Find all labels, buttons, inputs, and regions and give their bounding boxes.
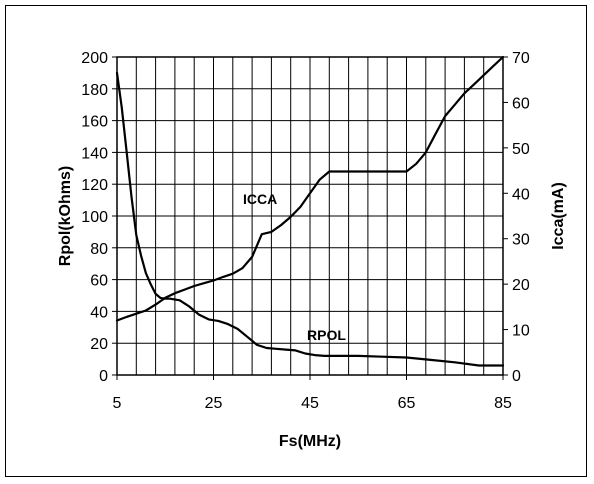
x-axis-title: Fs(MHz) bbox=[279, 433, 341, 450]
left-tick-label: 60 bbox=[90, 273, 108, 290]
right-tick-label: 50 bbox=[512, 141, 530, 158]
left-tick-label: 180 bbox=[81, 82, 108, 99]
right-tick-label: 60 bbox=[512, 95, 530, 112]
x-tick-label: 65 bbox=[398, 395, 416, 412]
x-tick-label: 25 bbox=[205, 395, 223, 412]
left-tick-label: 200 bbox=[81, 50, 108, 67]
left-tick-label: 0 bbox=[99, 368, 108, 385]
left-tick-label: 160 bbox=[81, 114, 108, 131]
left-axis-ticks: 0 20 40 60 80 100 120 140 160 180 200 bbox=[81, 50, 117, 385]
right-tick-label: 30 bbox=[512, 232, 530, 249]
right-tick-label: 70 bbox=[512, 50, 530, 67]
series-line-rpol bbox=[115, 71, 505, 367]
left-tick-label: 40 bbox=[90, 304, 108, 321]
grid-lines bbox=[117, 57, 503, 375]
right-axis-title: Icca(mA) bbox=[550, 182, 567, 250]
x-tick-label: 85 bbox=[494, 395, 512, 412]
right-tick-label: 20 bbox=[512, 277, 530, 294]
series-label-icca: ICCA bbox=[243, 191, 277, 207]
x-axis-ticks: 5 25 45 65 85 bbox=[113, 375, 512, 412]
series-line-icca bbox=[115, 55, 505, 322]
series-layer: ICCA RPOL bbox=[115, 55, 505, 367]
right-tick-label: 40 bbox=[512, 186, 530, 203]
right-axis-ticks: 0 10 20 30 40 50 60 70 bbox=[503, 50, 530, 385]
chart-frame bbox=[5, 5, 587, 477]
series-label-rpol: RPOL bbox=[307, 327, 346, 343]
right-tick-label: 10 bbox=[512, 323, 530, 340]
right-tick-label: 0 bbox=[512, 368, 521, 385]
left-tick-label: 100 bbox=[81, 209, 108, 226]
left-tick-label: 20 bbox=[90, 336, 108, 353]
left-tick-label: 120 bbox=[81, 177, 108, 194]
x-tick-label: 45 bbox=[301, 395, 319, 412]
left-tick-label: 140 bbox=[81, 145, 108, 162]
x-tick-label: 5 bbox=[113, 395, 122, 412]
left-axis-title: Rpol(kOhms) bbox=[57, 166, 74, 266]
left-tick-label: 80 bbox=[90, 241, 108, 258]
